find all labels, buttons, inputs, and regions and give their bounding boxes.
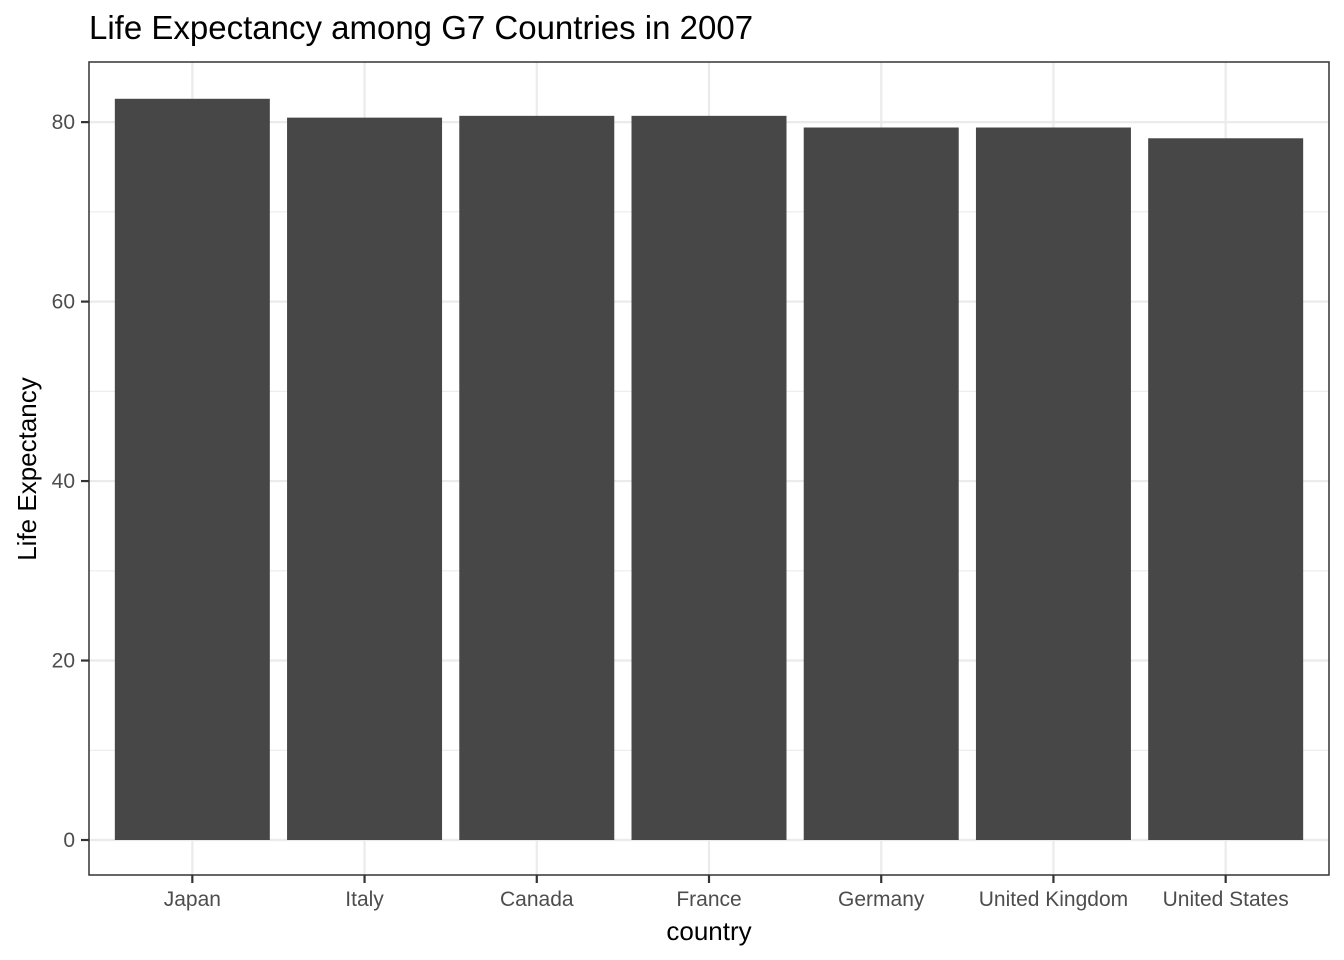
bar-united-kingdom [975, 127, 1131, 841]
y-axis: 0 20 40 60 80 [52, 111, 89, 852]
x-tick-label: United States [1163, 888, 1289, 911]
y-tick-label: 0 [63, 829, 75, 852]
x-tick-label: United Kingdom [979, 888, 1128, 911]
y-tick-label: 20 [52, 650, 75, 673]
x-tick-label: Italy [345, 888, 384, 911]
bar-united-states [1148, 138, 1304, 841]
y-tick-label: 60 [52, 291, 75, 314]
bar-france [631, 115, 787, 841]
bar-japan [114, 98, 270, 841]
bar-italy [287, 117, 443, 841]
x-tick-label: Germany [838, 888, 925, 911]
x-tick-label: France [676, 888, 741, 911]
bars-layer [114, 98, 1304, 841]
y-tick-label: 40 [52, 470, 75, 493]
x-axis-title: country [666, 916, 751, 946]
y-tick-label: 80 [52, 111, 75, 134]
chart-title: Life Expectancy among G7 Countries in 20… [89, 9, 753, 46]
x-tick-label: Canada [500, 888, 574, 911]
bar-germany [803, 127, 959, 841]
bar-canada [459, 115, 615, 841]
y-axis-title: Life Expectancy [12, 377, 42, 561]
x-axis: Japan Italy Canada France Germany United King… [164, 875, 1289, 911]
x-tick-label: Japan [164, 888, 221, 911]
